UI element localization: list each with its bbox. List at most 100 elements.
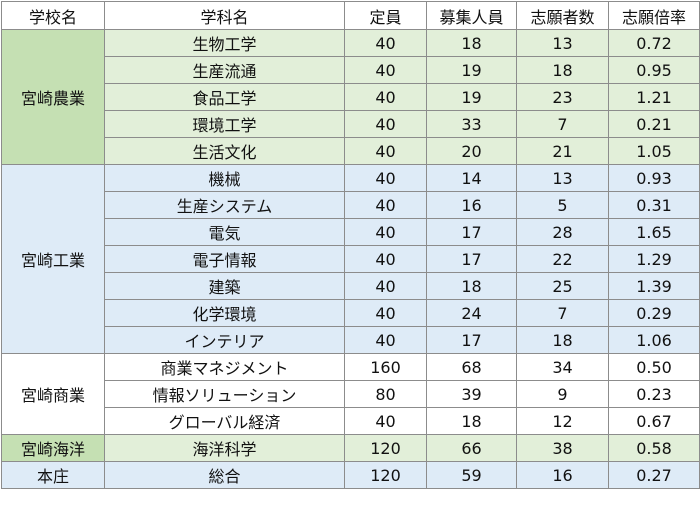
department-name: 電子情報 bbox=[104, 245, 345, 273]
school-name: 宮崎工業 bbox=[1, 164, 105, 354]
department-name: 生産流通 bbox=[104, 56, 345, 84]
department-name: インテリア bbox=[104, 326, 345, 354]
header-capacity: 定員 bbox=[344, 1, 427, 30]
header-recruitment: 募集人員 bbox=[426, 1, 517, 30]
ratio-cell: 0.67 bbox=[608, 407, 700, 435]
recruitment-cell: 16 bbox=[426, 191, 517, 219]
department-name: 生産システム bbox=[104, 191, 345, 219]
recruitment-cell: 20 bbox=[426, 137, 517, 165]
department-name: 海洋科学 bbox=[104, 434, 345, 462]
ratio-cell: 0.72 bbox=[608, 29, 700, 57]
department-name: 生物工学 bbox=[104, 29, 345, 57]
table-row: 情報ソリューション 80 39 9 0.23 bbox=[2, 380, 700, 408]
capacity-cell: 160 bbox=[344, 353, 427, 381]
table-row: 宮崎商業 商業マネジメント 160 68 34 0.50 bbox=[1, 353, 700, 435]
recruitment-cell: 59 bbox=[426, 461, 517, 489]
capacity-cell: 40 bbox=[344, 326, 427, 354]
school-name: 宮崎海洋 bbox=[1, 434, 105, 462]
ratio-cell: 0.95 bbox=[608, 56, 700, 84]
ratio-cell: 0.29 bbox=[608, 299, 700, 327]
ratio-cell: 0.50 bbox=[608, 353, 700, 381]
applicants-cell: 34 bbox=[516, 353, 609, 381]
school-name: 宮崎農業 bbox=[1, 29, 105, 165]
table-row: 食品工学 40 19 23 1.21 bbox=[2, 83, 700, 111]
capacity-cell: 40 bbox=[344, 407, 427, 435]
table-row: 電気 40 17 28 1.65 bbox=[2, 218, 700, 246]
table-row: 生産システム 40 16 5 0.31 bbox=[2, 191, 700, 219]
table-row: 生活文化 40 20 21 1.05 bbox=[2, 137, 700, 165]
capacity-cell: 40 bbox=[344, 29, 427, 57]
recruitment-cell: 24 bbox=[426, 299, 517, 327]
ratio-cell: 0.31 bbox=[608, 191, 700, 219]
ratio-cell: 1.39 bbox=[608, 272, 700, 300]
applicants-cell: 38 bbox=[516, 434, 609, 462]
applicants-cell: 16 bbox=[516, 461, 609, 489]
department-name: 食品工学 bbox=[104, 83, 345, 111]
applicants-cell: 7 bbox=[516, 110, 609, 138]
table-row: 化学環境 40 24 7 0.29 bbox=[2, 299, 700, 327]
capacity-cell: 40 bbox=[344, 56, 427, 84]
applicants-cell: 12 bbox=[516, 407, 609, 435]
ratio-cell: 0.58 bbox=[608, 434, 700, 462]
ratio-cell: 1.29 bbox=[608, 245, 700, 273]
ratio-cell: 1.06 bbox=[608, 326, 700, 354]
applicants-cell: 22 bbox=[516, 245, 609, 273]
table-row: 生産流通 40 19 18 0.95 bbox=[2, 56, 700, 84]
recruitment-cell: 18 bbox=[426, 272, 517, 300]
table-row: 環境工学 40 33 7 0.21 bbox=[2, 110, 700, 138]
recruitment-cell: 17 bbox=[426, 245, 517, 273]
recruitment-cell: 39 bbox=[426, 380, 517, 408]
applicants-cell: 28 bbox=[516, 218, 609, 246]
table-row: グローバル経済 40 18 12 0.67 bbox=[2, 407, 700, 435]
department-name: 環境工学 bbox=[104, 110, 345, 138]
header-applicants: 志願者数 bbox=[516, 1, 609, 30]
admission-table: 学校名 学科名 定員 募集人員 志願者数 志願倍率 宮崎農業 生物工学 40 1… bbox=[1, 1, 700, 489]
capacity-cell: 40 bbox=[344, 245, 427, 273]
recruitment-cell: 14 bbox=[426, 164, 517, 192]
capacity-cell: 40 bbox=[344, 137, 427, 165]
table-row: 宮崎工業 機械 40 14 13 0.93 bbox=[1, 164, 700, 354]
capacity-cell: 40 bbox=[344, 164, 427, 192]
ratio-cell: 0.93 bbox=[608, 164, 700, 192]
capacity-cell: 120 bbox=[344, 434, 427, 462]
applicants-cell: 18 bbox=[516, 56, 609, 84]
department-name: 建築 bbox=[104, 272, 345, 300]
department-name: 機械 bbox=[104, 164, 345, 192]
applicants-cell: 21 bbox=[516, 137, 609, 165]
applicants-cell: 9 bbox=[516, 380, 609, 408]
recruitment-cell: 68 bbox=[426, 353, 517, 381]
department-name: 化学環境 bbox=[104, 299, 345, 327]
school-name: 本庄 bbox=[1, 461, 105, 489]
header-school: 学校名 bbox=[1, 1, 105, 30]
capacity-cell: 40 bbox=[344, 218, 427, 246]
recruitment-cell: 33 bbox=[426, 110, 517, 138]
table-row: インテリア 40 17 18 1.06 bbox=[2, 326, 700, 354]
recruitment-cell: 17 bbox=[426, 326, 517, 354]
header-department: 学科名 bbox=[104, 1, 345, 30]
department-name: 総合 bbox=[104, 461, 345, 489]
applicants-cell: 5 bbox=[516, 191, 609, 219]
applicants-cell: 13 bbox=[516, 29, 609, 57]
capacity-cell: 40 bbox=[344, 110, 427, 138]
department-name: 電気 bbox=[104, 218, 345, 246]
table-row: 宮崎農業 生物工学 40 18 13 0.72 bbox=[1, 29, 700, 165]
department-name: 商業マネジメント bbox=[104, 353, 345, 381]
department-name: グローバル経済 bbox=[104, 407, 345, 435]
recruitment-cell: 19 bbox=[426, 56, 517, 84]
header-row: 学校名 学科名 定員 募集人員 志願者数 志願倍率 bbox=[1, 1, 700, 30]
ratio-cell: 0.21 bbox=[608, 110, 700, 138]
department-name: 情報ソリューション bbox=[104, 380, 345, 408]
capacity-cell: 40 bbox=[344, 299, 427, 327]
recruitment-cell: 17 bbox=[426, 218, 517, 246]
department-name: 生活文化 bbox=[104, 137, 345, 165]
capacity-cell: 80 bbox=[344, 380, 427, 408]
header-ratio: 志願倍率 bbox=[608, 1, 700, 30]
ratio-cell: 1.65 bbox=[608, 218, 700, 246]
capacity-cell: 40 bbox=[344, 83, 427, 111]
applicants-cell: 18 bbox=[516, 326, 609, 354]
ratio-cell: 0.27 bbox=[608, 461, 700, 489]
table-row: 本庄 総合 120 59 16 0.27 bbox=[1, 461, 700, 489]
capacity-cell: 40 bbox=[344, 191, 427, 219]
recruitment-cell: 19 bbox=[426, 83, 517, 111]
applicants-cell: 25 bbox=[516, 272, 609, 300]
